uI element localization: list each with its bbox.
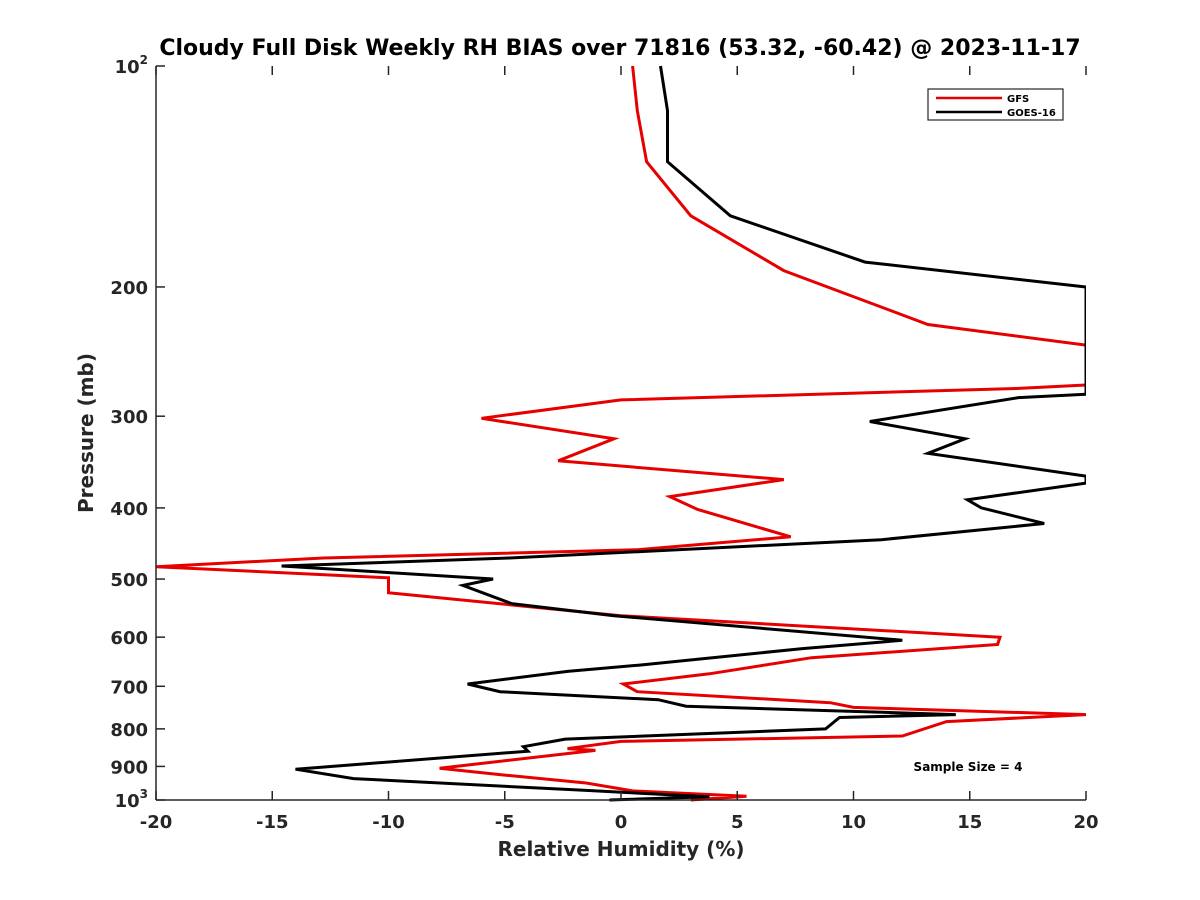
- y-tick-label-exponent: 3: [140, 787, 148, 801]
- y-tick-label: 900: [110, 757, 148, 778]
- sample-size-annotation: Sample Size = 4: [914, 760, 1023, 774]
- y-tick-label: 600: [110, 628, 148, 649]
- y-tick-label-base: 900: [110, 757, 148, 778]
- plot-area: [156, 66, 1086, 800]
- y-tick-label-exponent: 2: [140, 53, 148, 67]
- y-tick-label-base: 200: [110, 278, 148, 299]
- x-tick-label: 20: [1073, 812, 1098, 833]
- y-tick-label-base: 500: [110, 570, 148, 591]
- chart-title: Cloudy Full Disk Weekly RH BIAS over 718…: [159, 36, 1080, 61]
- x-axis-label: Relative Humidity (%): [497, 837, 744, 861]
- y-tick-label-base: 800: [110, 720, 148, 741]
- y-tick-label-base: 300: [110, 407, 148, 428]
- legend-box: [927, 88, 1064, 121]
- x-tick-label: -15: [256, 812, 289, 833]
- y-tick-label-base: 700: [110, 677, 148, 698]
- y-tick-label: 400: [110, 499, 148, 520]
- series-line-gfs: [156, 65, 1086, 802]
- x-tick-label: 5: [731, 812, 744, 833]
- y-tick-label-base: 600: [110, 628, 148, 649]
- x-tick-label: -10: [372, 812, 405, 833]
- x-tick-label: 0: [615, 812, 628, 833]
- series-layer: [156, 65, 1086, 802]
- x-tick-label: -5: [495, 812, 515, 833]
- y-tick-label: 500: [110, 570, 148, 591]
- legend-label: GOES-16: [1007, 108, 1056, 119]
- y-tick-label: 300: [110, 407, 148, 428]
- y-tick-label-base: 10: [115, 57, 140, 78]
- y-tick-label: 700: [110, 677, 148, 698]
- y-tick-label: 103: [115, 787, 148, 812]
- y-axis-label: Pressure (mb): [74, 353, 98, 513]
- x-ticks: -20 -15 -10 -5 0 5 10 15 20: [140, 66, 1099, 833]
- legend: GFS GOES-16: [927, 88, 1064, 121]
- y-tick-label: 102: [115, 53, 148, 78]
- x-tick-label: 15: [957, 812, 982, 833]
- x-tick-label: 10: [841, 812, 866, 833]
- y-tick-label: 200: [110, 278, 148, 299]
- y-tick-label-base: 10: [115, 791, 140, 812]
- x-tick-label: -20: [140, 812, 173, 833]
- series-line-goes-16: [281, 65, 1086, 802]
- y-tick-label: 800: [110, 720, 148, 741]
- y-tick-label-base: 400: [110, 499, 148, 520]
- legend-label: GFS: [1007, 94, 1029, 105]
